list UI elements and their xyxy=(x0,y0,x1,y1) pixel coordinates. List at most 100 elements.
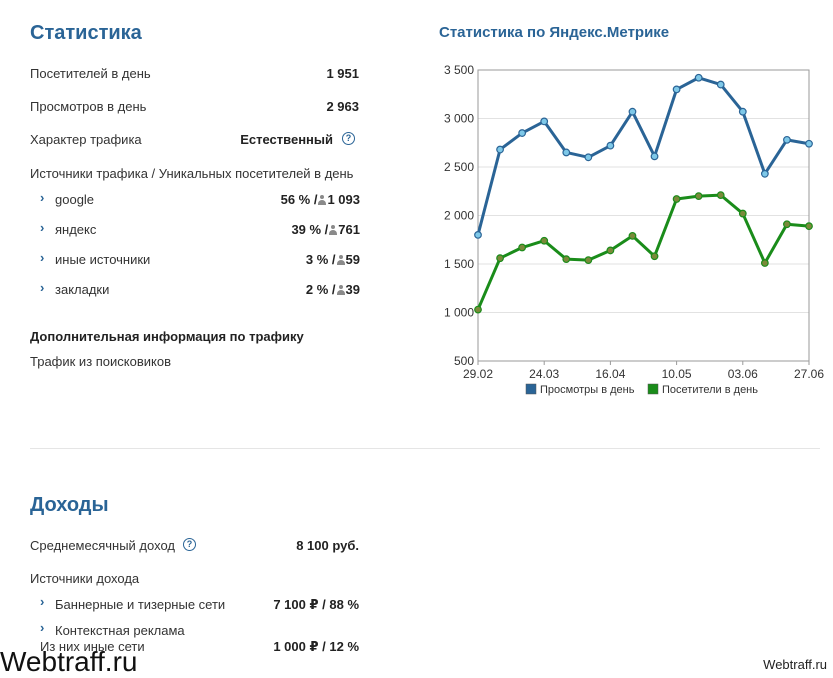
source-row-yandex: › яндекс 39 % / 761 xyxy=(40,220,360,238)
user-icon xyxy=(317,195,327,205)
data-point xyxy=(694,192,703,201)
source-name: иные источники xyxy=(55,252,151,267)
data-point xyxy=(518,129,527,137)
data-point xyxy=(760,259,769,267)
data-point xyxy=(738,209,747,218)
data-point xyxy=(496,254,504,263)
chevron-right-icon: › xyxy=(40,280,45,295)
data-point xyxy=(672,195,681,203)
x-tick-label: 27.06 xyxy=(794,367,824,381)
traffic-type-label: Характер трафика xyxy=(30,132,142,147)
data-point xyxy=(518,243,527,252)
income-sources-title: Источники дохода xyxy=(30,571,140,586)
chevron-right-icon: › xyxy=(40,594,45,609)
data-point xyxy=(783,220,791,229)
y-tick-label: 2 000 xyxy=(444,209,474,223)
x-tick-label: 10.05 xyxy=(662,367,692,381)
data-point xyxy=(805,139,813,148)
source-percent: 39 % / xyxy=(291,222,329,237)
y-tick-label: 1 000 xyxy=(444,306,474,320)
source-count: 1 093 xyxy=(327,192,360,207)
data-point xyxy=(584,153,593,162)
legend-entry: Посетители в день xyxy=(662,384,758,396)
visitors-value: 1 951 xyxy=(326,66,359,81)
views-value: 2 963 xyxy=(326,99,359,114)
y-tick-label: 2 500 xyxy=(444,160,474,174)
source-name: google xyxy=(55,192,95,207)
monthly-income-value: 8 100 руб. xyxy=(296,538,359,553)
source-percent: 56 % / xyxy=(280,192,318,207)
data-point xyxy=(805,222,813,231)
data-point xyxy=(783,135,791,144)
chevron-right-icon: › xyxy=(40,190,45,205)
data-point xyxy=(672,85,681,94)
y-tick-label: 3 000 xyxy=(444,112,474,126)
data-point xyxy=(606,246,615,255)
data-point xyxy=(474,230,482,239)
source-row-bookmarks: › закладки 2 % / 39 xyxy=(40,280,360,298)
y-tick-label: 500 xyxy=(454,354,474,368)
income-title: Доходы xyxy=(30,494,109,516)
traffic-sources-title: Источники трафика / Уникальных посетител… xyxy=(30,166,354,181)
views-label: Просмотров в день xyxy=(30,99,147,114)
help-icon[interactable]: ? xyxy=(183,538,196,551)
x-tick-label: 24.03 xyxy=(529,367,559,381)
data-point xyxy=(540,236,549,245)
y-tick-label: 1 500 xyxy=(444,257,474,271)
source-percent: 3 % / xyxy=(305,252,336,267)
watermark-right: Webtraff.ru xyxy=(763,657,827,672)
user-icon xyxy=(336,255,346,265)
visitors-label: Посетителей в день xyxy=(30,66,151,81)
source-row-google: › google 56 % / 1 093 xyxy=(40,190,360,208)
data-point xyxy=(474,305,482,314)
source-stats: 3 % / 59 xyxy=(306,252,360,267)
source-count: 39 xyxy=(345,282,360,297)
monthly-income-label: Среднемесячный доход xyxy=(30,538,175,553)
source-name: закладки xyxy=(55,282,110,297)
source-count: 761 xyxy=(338,222,360,237)
user-icon xyxy=(328,225,338,235)
chevron-right-icon: › xyxy=(40,220,45,235)
data-point xyxy=(716,80,725,89)
data-point xyxy=(562,148,571,157)
y-tick-label: 3 500 xyxy=(444,63,474,77)
help-icon[interactable]: ? xyxy=(342,132,355,145)
search-traffic-link[interactable]: Трафик из поисковиков xyxy=(30,354,171,369)
x-tick-label: 16.04 xyxy=(595,367,625,381)
x-tick-label: 03.06 xyxy=(728,367,758,381)
income-other-value: 1 000 ₽ / 12 % xyxy=(273,639,359,654)
x-tick-label: 29.02 xyxy=(463,367,493,381)
section-divider xyxy=(30,448,820,449)
chevron-right-icon: › xyxy=(40,250,45,265)
chart-title: Статистика по Яндекс.Метрике xyxy=(439,24,670,41)
data-point xyxy=(540,117,549,126)
watermark-left: Webtraff.ru xyxy=(0,646,138,677)
data-point xyxy=(606,141,615,150)
data-point xyxy=(716,191,725,200)
data-point xyxy=(738,107,747,116)
data-point xyxy=(694,73,703,82)
source-stats: 39 % / 761 xyxy=(291,222,360,237)
source-count: 59 xyxy=(345,252,360,267)
stats-title: Статистика xyxy=(30,22,142,44)
data-point xyxy=(562,255,571,264)
user-icon xyxy=(336,285,346,295)
data-point xyxy=(628,107,637,116)
legend-swatch xyxy=(647,383,659,395)
chevron-right-icon: › xyxy=(40,620,45,635)
source-name: яндекс xyxy=(55,222,97,237)
source-percent: 2 % / xyxy=(305,282,336,297)
source-stats: 56 % / 1 093 xyxy=(281,192,360,207)
income-other-label: Из них иные сети xyxy=(40,639,145,654)
series-line-2 xyxy=(476,193,810,311)
data-point xyxy=(650,252,659,261)
data-point xyxy=(584,256,593,265)
traffic-type-value: Естественный xyxy=(240,132,333,147)
extra-traffic-title: Дополнительная информация по трафику xyxy=(30,329,304,344)
data-point xyxy=(496,145,504,154)
income-item-banner: Баннерные и тизерные сети xyxy=(55,597,226,612)
data-point xyxy=(650,152,659,161)
metrika-chart: 500 1 000 1 500 2 000 2 500 3 000 3 500 29.02 24… xyxy=(444,63,824,396)
source-stats: 2 % / 39 xyxy=(306,282,360,297)
plot-frame xyxy=(477,69,810,362)
